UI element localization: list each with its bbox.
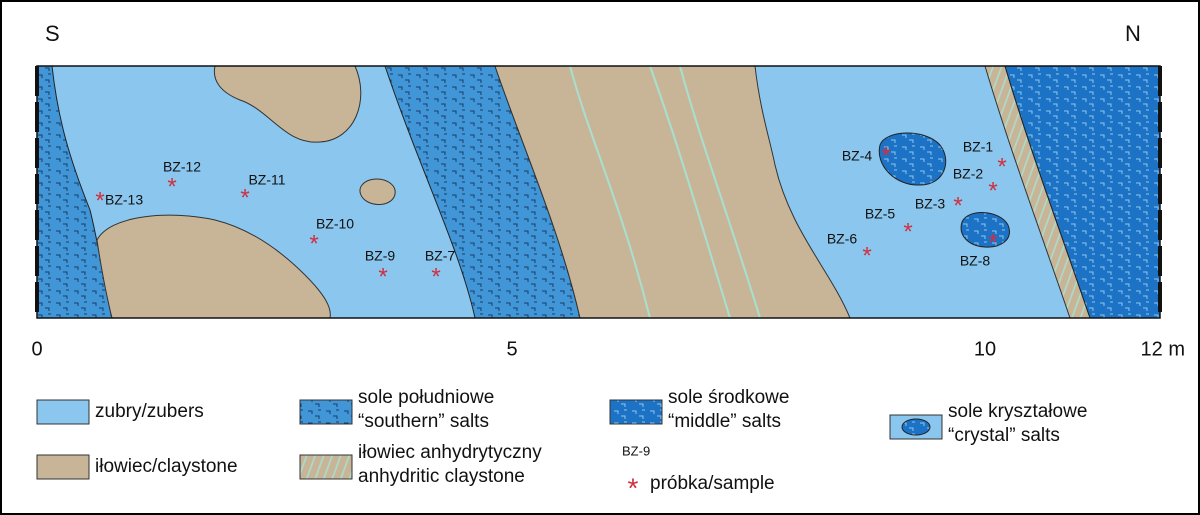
sample-marker: * [309, 230, 318, 257]
sample-marker: * [881, 142, 890, 169]
sample-label: BZ-9 [365, 248, 396, 264]
sample-marker: * [628, 472, 639, 503]
legend-label: iłowiec anhydrytyczny [358, 442, 542, 463]
sample-marker: * [997, 153, 1006, 180]
sample-label: BZ-4 [842, 148, 873, 164]
sample-label: BZ-11 [248, 172, 285, 188]
sample-label: BZ-2 [953, 166, 984, 182]
sample-marker: * [953, 192, 962, 219]
legend-label: sole południowe [358, 387, 494, 408]
direction-label: S [45, 21, 60, 46]
legend-label: iłowiec/claystone [95, 456, 238, 477]
legend-label: anhydritic claystone [358, 466, 525, 487]
legend-label: sole środkowe [668, 387, 789, 408]
sample-marker: * [431, 263, 440, 290]
legend-label: “middle” salts [668, 411, 781, 432]
scale-label: 5 [506, 338, 517, 360]
sample-label: BZ-10 [316, 216, 354, 232]
scale-label: 0 [31, 338, 42, 360]
scale-label: 10 [974, 338, 996, 360]
sample-marker: * [95, 187, 104, 214]
swatch [902, 419, 930, 435]
legend-sample-label: BZ-9 [622, 443, 650, 458]
sample-label: BZ-5 [865, 206, 896, 222]
claystone [360, 179, 395, 205]
direction-label: N [1125, 21, 1141, 46]
sample-marker: * [167, 173, 176, 200]
legend-label: “southern” salts [358, 411, 489, 432]
sample-label: BZ-1 [963, 139, 994, 155]
sample-label: BZ-6 [827, 231, 858, 247]
swatch [300, 455, 352, 479]
swatch [37, 400, 89, 424]
legend-label: sole kryształowe [948, 401, 1087, 422]
sample-marker: * [903, 218, 912, 245]
swatch [610, 400, 662, 424]
diagram: S N *BZ-13*BZ-12*BZ-11*BZ-10*BZ-9*BZ-7*B… [0, 0, 1200, 515]
legend-label: “crystal” salts [948, 425, 1060, 446]
sample-marker: * [988, 177, 997, 204]
sample-marker: * [378, 263, 387, 290]
swatch [300, 400, 352, 424]
sample-marker: * [862, 242, 871, 269]
legend-label: zubry/zubers [95, 401, 204, 422]
legend-sample-text: próbka/sample [650, 473, 775, 494]
scale-label: 12 m [1141, 338, 1185, 360]
sample-label: BZ-3 [915, 196, 946, 212]
sample-marker: * [240, 184, 249, 211]
sample-label: BZ-8 [960, 253, 991, 269]
sample-label: BZ-7 [425, 248, 456, 264]
sample-label: BZ-13 [105, 192, 143, 208]
swatch [37, 455, 89, 479]
sample-label: BZ-12 [163, 159, 201, 175]
